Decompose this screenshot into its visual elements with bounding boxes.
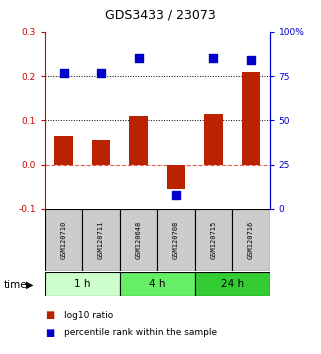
- Bar: [129, 116, 148, 165]
- Point: [136, 56, 141, 61]
- Point: [99, 70, 104, 75]
- Text: GSM120708: GSM120708: [173, 221, 179, 259]
- Bar: [120, 209, 157, 271]
- Point: [211, 56, 216, 61]
- Text: GSM120715: GSM120715: [211, 221, 216, 259]
- Text: 4 h: 4 h: [149, 279, 166, 289]
- Text: log10 ratio: log10 ratio: [64, 310, 113, 320]
- Bar: [45, 272, 120, 296]
- Text: 1 h: 1 h: [74, 279, 91, 289]
- Bar: [120, 272, 195, 296]
- Text: 24 h: 24 h: [221, 279, 244, 289]
- Text: GSM120711: GSM120711: [98, 221, 104, 259]
- Bar: [195, 272, 270, 296]
- Text: GSM120648: GSM120648: [135, 221, 142, 259]
- Text: percentile rank within the sample: percentile rank within the sample: [64, 328, 217, 337]
- Text: ■: ■: [45, 328, 54, 338]
- Point: [61, 70, 66, 75]
- Bar: [204, 114, 223, 165]
- Point: [173, 192, 178, 198]
- Bar: [45, 209, 82, 271]
- Bar: [242, 72, 260, 165]
- Text: GSM120716: GSM120716: [248, 221, 254, 259]
- Bar: [82, 209, 120, 271]
- Bar: [167, 165, 185, 189]
- Bar: [232, 209, 270, 271]
- Point: [248, 57, 254, 63]
- Text: ▶: ▶: [26, 280, 34, 290]
- Bar: [157, 209, 195, 271]
- Text: GSM120710: GSM120710: [61, 221, 67, 259]
- Bar: [195, 209, 232, 271]
- Text: ■: ■: [45, 310, 54, 320]
- Bar: [54, 136, 73, 165]
- Bar: [92, 140, 110, 165]
- Text: time: time: [3, 280, 27, 290]
- Text: GDS3433 / 23073: GDS3433 / 23073: [105, 9, 216, 22]
